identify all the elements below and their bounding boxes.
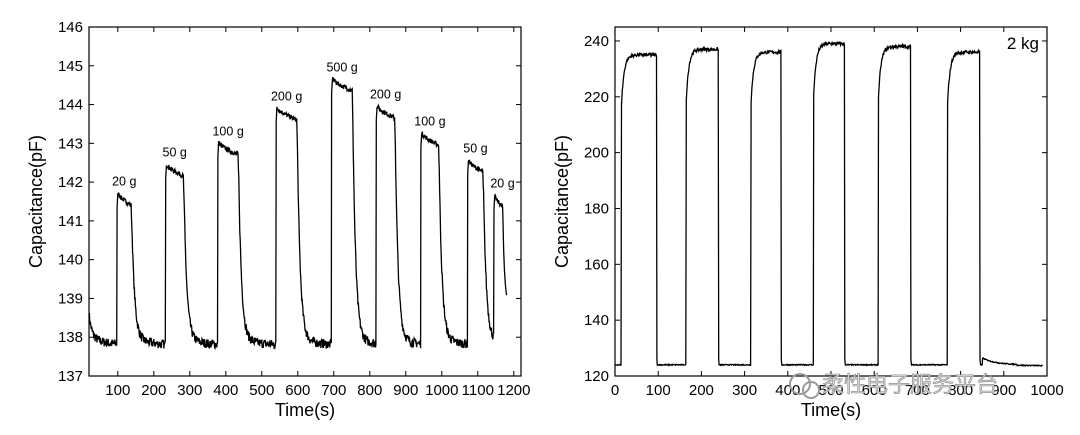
pulse-label: 100 g: [212, 124, 243, 138]
wechat-logo-icon: [789, 373, 820, 399]
left-y-tick-label: 139: [58, 290, 83, 307]
pulse-label: 200 g: [370, 87, 401, 101]
watermark-text: 柔性电子服务平台: [822, 373, 998, 398]
pulse-label: 20 g: [490, 177, 514, 191]
left-plot-frame: [88, 26, 522, 377]
pulse-label: 500 g: [326, 60, 357, 74]
pulse-label: 200 g: [271, 89, 302, 103]
left-y-tick-label: 142: [58, 174, 83, 191]
left-y-tick-label: 146: [58, 19, 83, 36]
right-x-axis-title: Time(s): [801, 400, 861, 420]
right-y-axis-title: Capacitance(pF): [552, 135, 572, 268]
left-x-tick-label: 300: [177, 382, 202, 399]
right-chart: 0 100 200 300 400 500 600 700 800 900 1000 120 140 16…: [552, 26, 1064, 420]
right-x-tick-label: 100: [646, 382, 671, 399]
left-x-tick-label: 400: [213, 382, 238, 399]
right-y-tick-label: 220: [584, 89, 609, 106]
right-x-tick-label: 400: [775, 382, 800, 399]
left-chart: 100 200 300 400 500 600 700 800 900 1000 1100 1200 1…: [26, 19, 530, 420]
left-x-tick-label: 700: [321, 382, 346, 399]
right-x-tick-label: 500: [818, 382, 843, 399]
left-x-tick-label: 900: [393, 382, 418, 399]
left-y-tick-label: 145: [58, 58, 83, 75]
left-x-tick-label: 500: [249, 382, 274, 399]
right-y-tick-label: 160: [584, 256, 609, 273]
left-y-tick-label: 137: [58, 368, 83, 385]
left-x-tick-label: 600: [285, 382, 310, 399]
right-x-tick-label: 200: [689, 382, 714, 399]
watermark: 柔性电子服务平台: [789, 373, 998, 399]
right-x-tick-label: 0: [611, 382, 619, 399]
left-x-tick-label: 800: [357, 382, 382, 399]
right-y-tick-label: 240: [584, 33, 609, 50]
pulse-label: 20 g: [112, 175, 136, 189]
left-x-tick-label: 1000: [425, 382, 458, 399]
right-x-tick-label: 1000: [1030, 382, 1063, 399]
left-y-tick-label: 138: [58, 329, 83, 346]
right-series-line: [615, 40, 1043, 368]
load-annotation: 2 kg: [1007, 34, 1039, 53]
left-y-tick-label: 140: [58, 252, 83, 269]
left-x-tick-label: 200: [141, 382, 166, 399]
right-y-tick-label: 200: [584, 145, 609, 162]
right-x-tick-label: 900: [991, 382, 1016, 399]
left-y-tick-label: 144: [58, 97, 83, 114]
pulse-label: 50 g: [463, 142, 487, 156]
pulse-label: 100 g: [414, 115, 445, 129]
right-x-tick-label: 600: [862, 382, 887, 399]
left-x-tick-label: 1200: [497, 382, 530, 399]
left-y-tick-label: 143: [58, 135, 83, 152]
right-y-tick-label: 120: [584, 368, 609, 385]
left-x-axis-title: Time(s): [275, 400, 335, 420]
left-y-tick-label: 141: [58, 213, 83, 230]
left-x-tick-label: 100: [105, 382, 130, 399]
pulse-label: 50 g: [163, 146, 187, 160]
left-x-tick-label: 1100: [462, 382, 494, 399]
right-y-tick-label: 140: [584, 312, 609, 329]
left-y-axis-title: Capacitance(pF): [26, 135, 46, 268]
right-x-tick-label: 800: [948, 382, 973, 399]
right-y-tick-label: 180: [584, 200, 609, 217]
left-series-line: [89, 76, 508, 351]
right-x-tick-label: 300: [732, 382, 757, 399]
right-x-tick-label: 700: [905, 382, 930, 399]
